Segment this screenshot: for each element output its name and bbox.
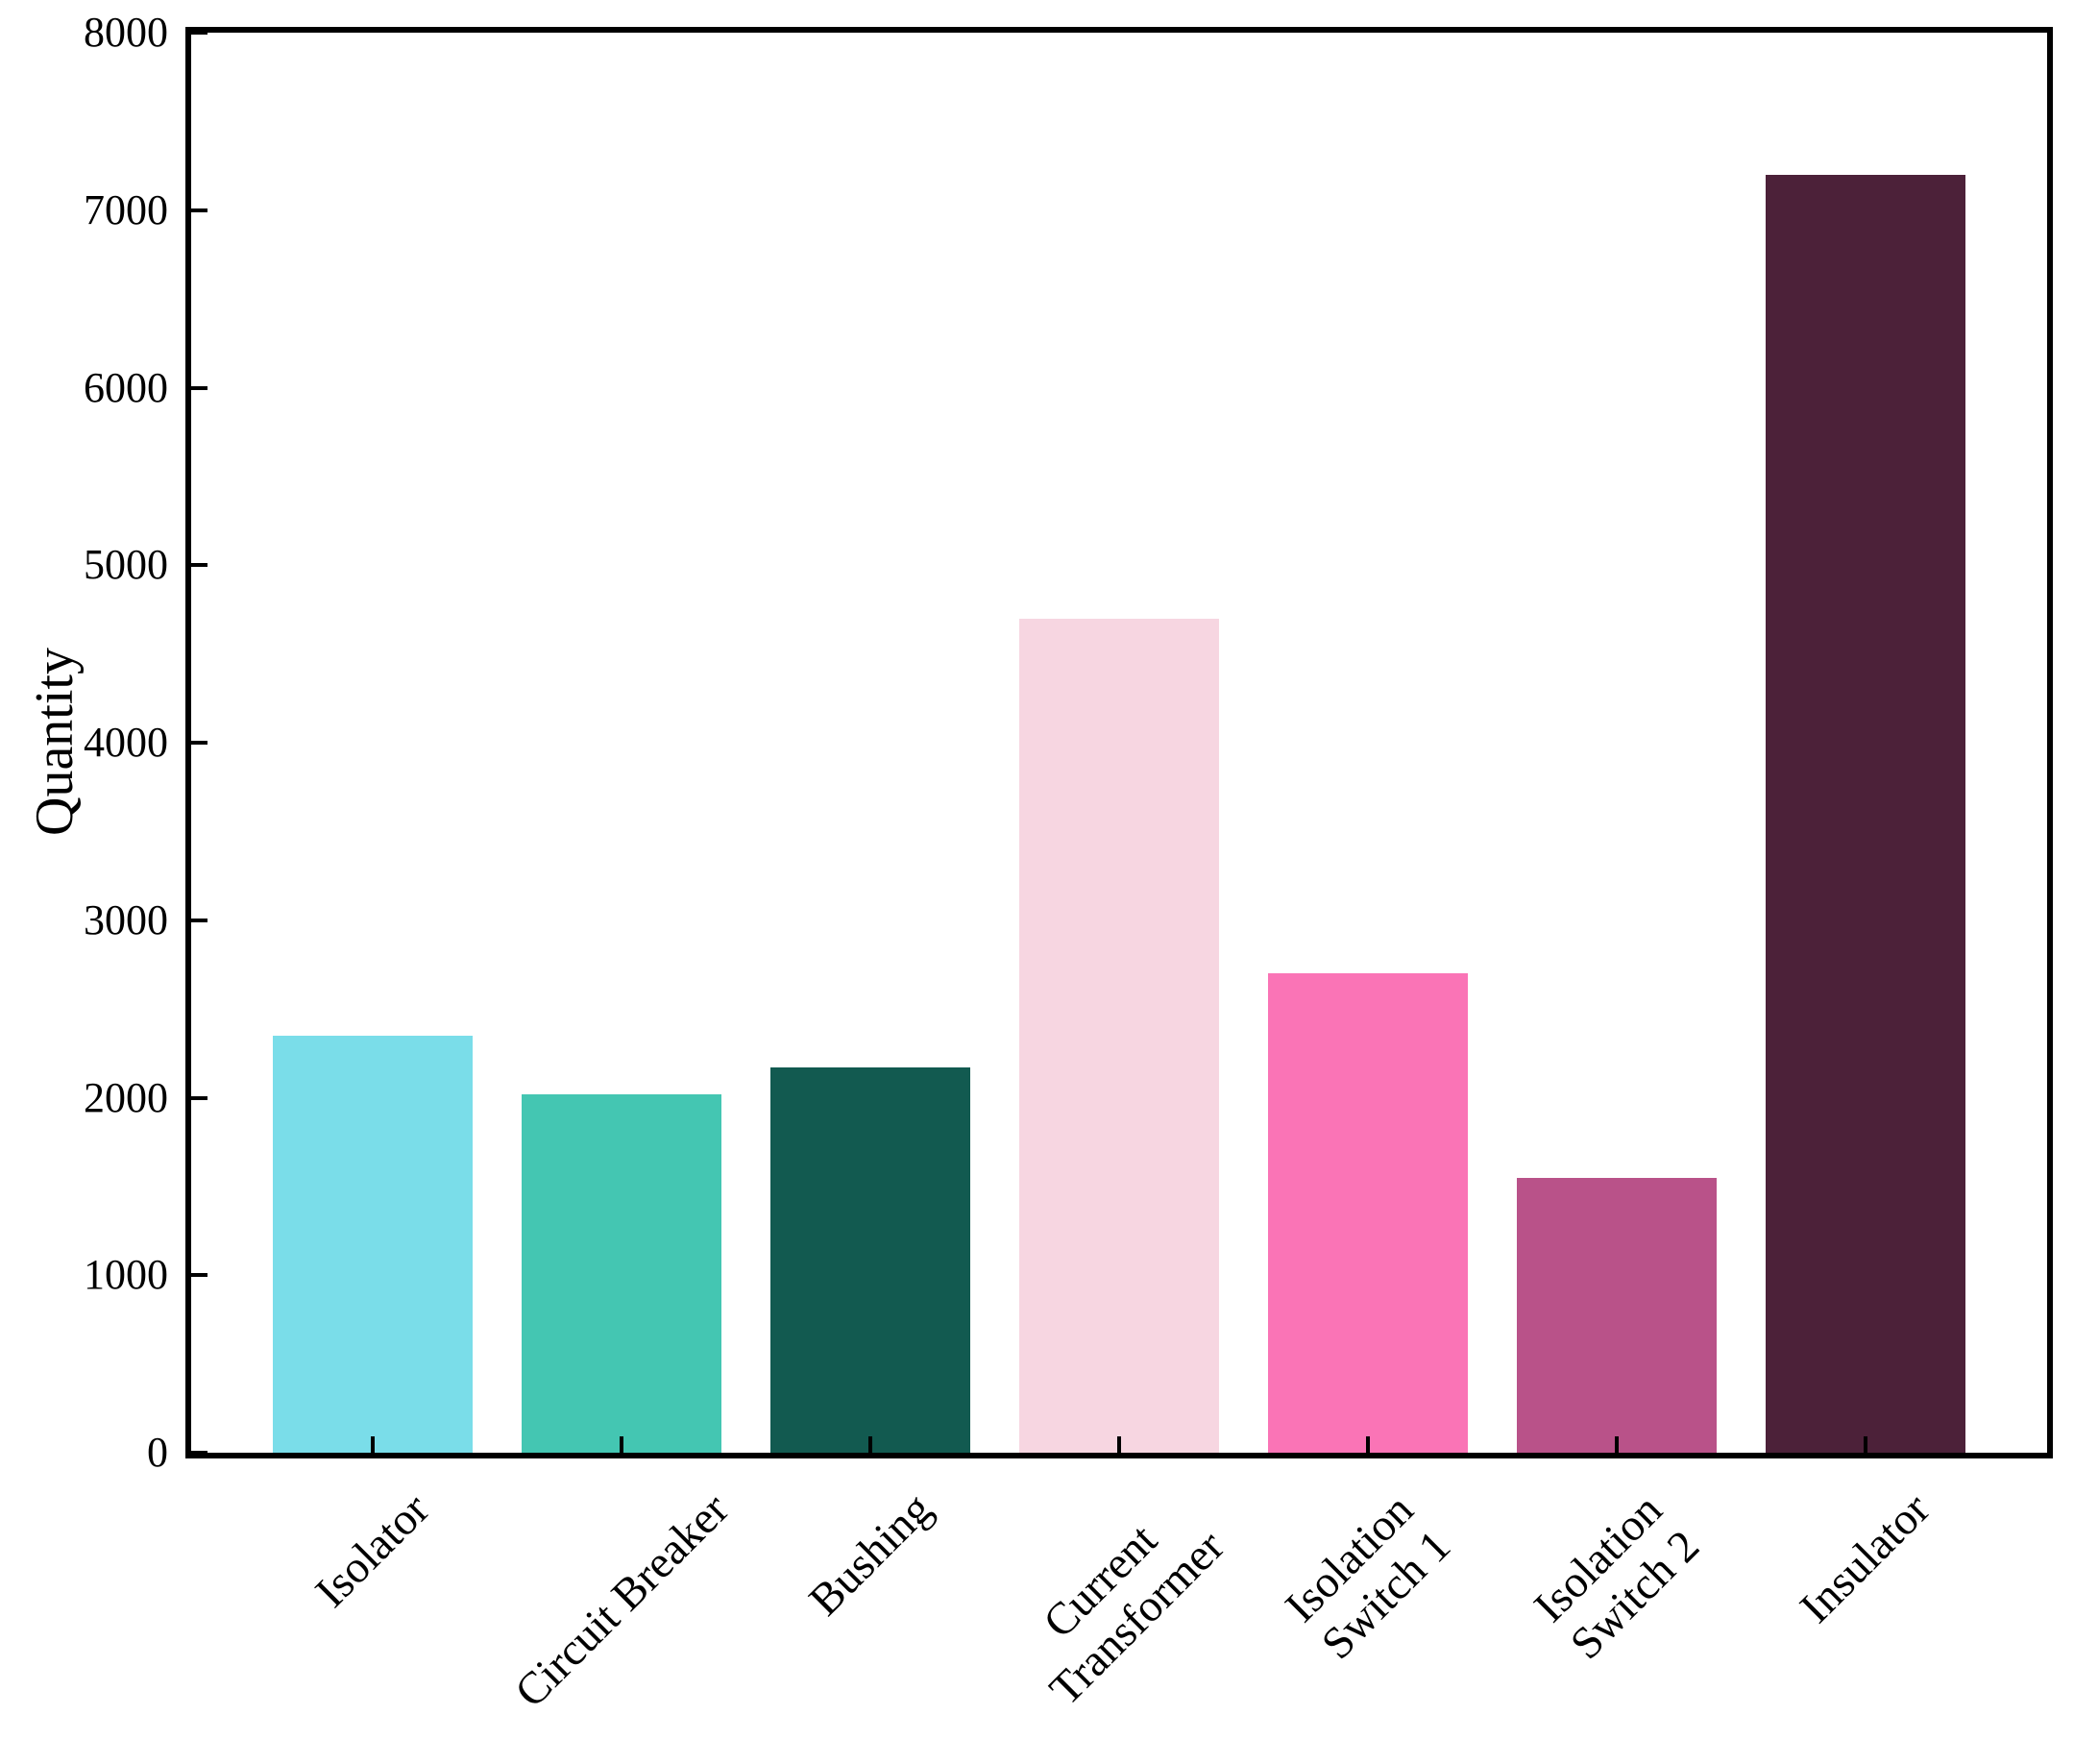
y-tick-label: 4000 [84, 719, 168, 766]
y-tick-label: 7000 [84, 185, 168, 233]
x-tick-label: Bushing [799, 1483, 941, 1627]
y-tick-mark [191, 31, 207, 35]
y-tick-label: 3000 [84, 895, 168, 943]
y-tick-mark [191, 1451, 207, 1455]
x-tick-label: Isolator [305, 1483, 440, 1617]
bar [1766, 174, 1965, 1453]
y-tick-label: 1000 [84, 1251, 168, 1299]
bar [770, 1067, 970, 1453]
y-tick-mark [191, 918, 207, 922]
x-tick-mark [1863, 1436, 1867, 1453]
y-tick-mark [191, 563, 207, 568]
x-tick-label: Current Transformer [1034, 1514, 1234, 1715]
x-tick-mark [1117, 1436, 1121, 1453]
bar [522, 1093, 721, 1453]
bar [1019, 618, 1219, 1453]
x-tick-mark [1614, 1436, 1619, 1453]
y-tick-mark [191, 1095, 207, 1100]
y-tick-mark [191, 208, 207, 212]
y-tick-label: 5000 [84, 541, 168, 589]
y-tick-label: 6000 [84, 363, 168, 411]
bar [1517, 1177, 1717, 1453]
bar [1268, 973, 1468, 1453]
x-tick-label: Isolation Switch 2 [1525, 1484, 1710, 1669]
y-tick-mark [191, 1273, 207, 1278]
x-tick-mark [868, 1436, 873, 1453]
x-tick-mark [371, 1436, 376, 1453]
x-tick-mark [620, 1436, 624, 1453]
y-tick-label: 8000 [84, 9, 168, 56]
x-tick-mark [1365, 1436, 1370, 1453]
y-tick-label: 2000 [84, 1073, 168, 1121]
x-tick-label: Isolation Switch 1 [1276, 1484, 1461, 1669]
y-tick-mark [191, 385, 207, 390]
y-tick-mark [191, 741, 207, 745]
x-tick-label: Insulator [1791, 1483, 1940, 1633]
plot-area [185, 27, 2053, 1458]
bar [273, 1035, 473, 1453]
x-tick-label: Circuit Breaker [504, 1483, 739, 1718]
y-tick-label: 0 [147, 1429, 168, 1476]
